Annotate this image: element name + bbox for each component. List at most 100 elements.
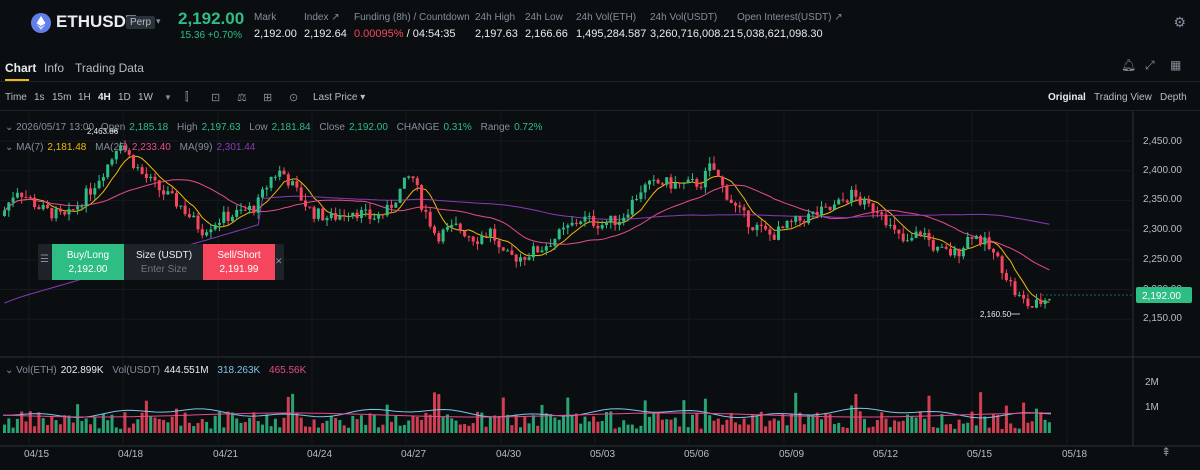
volume-bar <box>235 418 239 433</box>
price-chart[interactable]: 2,450.00 2,400.00 2,350.00 2,300.00 2,25… <box>0 111 1200 470</box>
stat-index[interactable]: Index ↗ 2,192.64 <box>304 12 347 40</box>
candle-body <box>101 177 105 181</box>
settings-icon[interactable]: ⊙ <box>289 92 299 104</box>
candle-body <box>46 204 49 209</box>
candle-body <box>269 176 273 188</box>
candle-body <box>385 204 389 216</box>
legend-toggle-icon[interactable]: ⌄ <box>5 122 16 133</box>
bell-icon[interactable]: 🔔︎ <box>1121 58 1137 72</box>
volume-bar <box>119 428 123 433</box>
candle-body <box>89 188 92 195</box>
candle-body <box>557 229 561 240</box>
compare-icon[interactable]: ⚖ <box>237 92 247 104</box>
stat-24h-low: 24h Low 2,166.66 <box>525 12 568 40</box>
candle-body <box>910 237 914 241</box>
view-trading-view[interactable]: Trading View <box>1094 92 1152 103</box>
candle-body <box>175 193 178 207</box>
candle-body <box>476 241 479 244</box>
volume-bar <box>656 413 660 433</box>
volume-bar <box>196 423 200 433</box>
candle-body <box>824 206 828 208</box>
grid-icon[interactable]: ▦ <box>1170 58 1182 72</box>
candle-body <box>772 234 776 240</box>
interval-1h[interactable]: 1H <box>78 92 91 103</box>
view-depth[interactable]: Depth <box>1160 92 1187 103</box>
volume-bar <box>600 420 604 433</box>
indicators-icon[interactable]: ⊡ <box>211 92 221 104</box>
volume-bar <box>123 412 127 433</box>
volume-bar <box>605 412 608 433</box>
candle-body <box>820 206 823 216</box>
view-original[interactable]: Original <box>1048 92 1086 103</box>
candle-body <box>583 216 587 222</box>
candle-body <box>183 205 187 215</box>
scale-toggle-icon[interactable]: ⇞ <box>1161 445 1171 459</box>
candle-body <box>467 236 471 238</box>
stat-open-interest[interactable]: Open Interest(USDT) ↗ 5,038,621,098.30 <box>737 12 843 40</box>
tab-underline <box>5 79 29 81</box>
candle-body <box>562 227 565 230</box>
candle-body <box>144 173 148 179</box>
volume-bar <box>617 427 621 433</box>
interval-1s[interactable]: 1s <box>34 92 45 103</box>
size-input[interactable] <box>131 264 197 275</box>
volume-bar <box>312 419 316 433</box>
symbol-name[interactable]: ETHUSDT <box>56 12 137 31</box>
interval-1w[interactable]: 1W <box>138 92 153 103</box>
candle-body <box>729 199 733 204</box>
volume-bar <box>549 414 553 433</box>
price-type-select[interactable]: Last Price ▾ <box>313 92 366 103</box>
candle-body <box>312 207 316 219</box>
candle-body <box>798 216 802 221</box>
volume-bar <box>755 415 759 433</box>
candle-body <box>11 197 15 203</box>
volume-bar <box>248 418 252 433</box>
volume-bar <box>458 424 462 433</box>
chevron-down-icon[interactable]: ▾ <box>156 16 161 26</box>
tab-info[interactable]: Info <box>44 61 65 75</box>
sell-short-button[interactable]: Sell/Short 2,191.99 <box>203 244 275 280</box>
candle-body <box>893 224 897 230</box>
interval-4h[interactable]: 4H <box>98 92 111 103</box>
volume-bar <box>368 413 372 433</box>
volume-bar <box>944 424 948 433</box>
candle-body <box>742 207 746 211</box>
candle-body <box>84 188 88 207</box>
candle-body <box>402 177 406 189</box>
volume-bar <box>648 416 651 433</box>
candle-body <box>226 211 230 222</box>
volume-bar <box>957 419 961 433</box>
volume-ma-slow-line <box>2 412 1051 418</box>
price-tick: 2,250.00 <box>1143 254 1182 265</box>
candle-body <box>179 205 183 207</box>
candle-body <box>622 217 626 222</box>
buy-long-button[interactable]: Buy/Long 2,192.00 <box>52 244 124 280</box>
drag-handle-icon[interactable]: ☰ <box>40 254 49 265</box>
volume-bar <box>871 426 875 433</box>
candle-body <box>961 248 965 257</box>
candle-body <box>136 167 140 169</box>
funding-rate: 0.00095% <box>354 28 404 40</box>
interval-1d[interactable]: 1D <box>118 92 131 103</box>
candle-type-icon[interactable]: ⫿ <box>185 91 189 103</box>
drawing-tools-icon[interactable]: ⊞ <box>263 92 273 104</box>
tab-chart[interactable]: Chart <box>5 61 37 75</box>
candle-body <box>325 218 329 221</box>
volume-bars <box>3 392 1051 433</box>
volume-bar <box>544 413 548 433</box>
gear-icon[interactable]: ⚙ <box>1173 14 1186 30</box>
close-icon[interactable]: ✕ <box>275 256 283 266</box>
volume-bar <box>445 414 449 433</box>
volume-bar <box>669 419 673 433</box>
interval-15m[interactable]: 15m <box>52 92 72 103</box>
candle-body <box>875 211 879 213</box>
volume-bar <box>334 417 338 433</box>
candle-body <box>248 205 252 211</box>
tab-trading-data[interactable]: Trading Data <box>75 61 144 75</box>
volume-bar <box>93 417 97 433</box>
more-intervals-icon[interactable]: ▼ <box>164 93 172 102</box>
expand-icon[interactable]: ⤢ <box>1145 58 1155 72</box>
volume-bar <box>587 421 591 433</box>
interval-time[interactable]: Time <box>5 92 27 103</box>
candle-body <box>170 191 174 194</box>
